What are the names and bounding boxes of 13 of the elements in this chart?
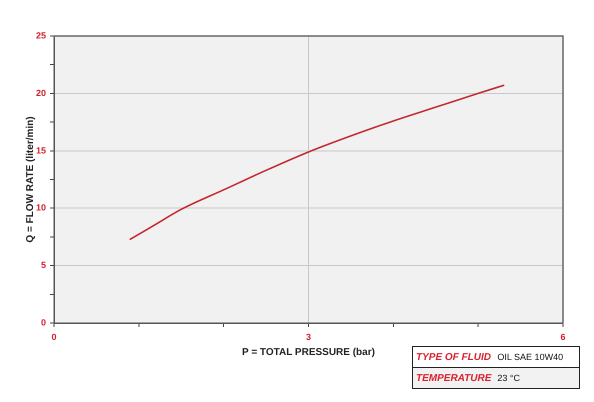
x-axis-title: P = TOTAL PRESSURE (bar) bbox=[242, 346, 375, 358]
y-axis-title: Q = FLOW RATE (liter/min) bbox=[24, 116, 36, 243]
x-tick-label: 0 bbox=[51, 332, 57, 342]
x-tick-label: 6 bbox=[560, 332, 566, 342]
y-tick-label: 10 bbox=[36, 202, 46, 213]
y-tick-label: 15 bbox=[36, 145, 46, 156]
line-series bbox=[130, 84, 504, 240]
info-table: TYPE OF FLUID OIL SAE 10W40 TEMPERATURE 23 °C bbox=[412, 346, 580, 389]
y-tick-label: 5 bbox=[40, 260, 46, 270]
y-tick-label: 25 bbox=[36, 30, 46, 40]
x-tick-label: 3 bbox=[306, 332, 312, 342]
y-tick-label: 20 bbox=[36, 88, 46, 98]
y-tick-label: 0 bbox=[40, 317, 46, 328]
